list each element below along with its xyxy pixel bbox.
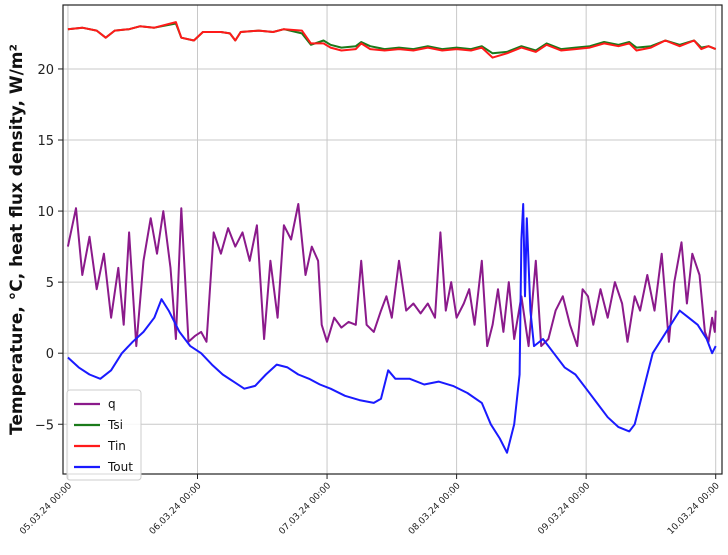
y-tick-label: 5 [46, 276, 54, 291]
grid [63, 5, 722, 474]
series-line-tout [67, 203, 717, 454]
y-axis-ticks: −5 0 5 10 15 20 [35, 63, 63, 433]
legend-label-tsi: Tsi [107, 418, 123, 432]
x-tick-label: 08.03.24 00:00 [407, 481, 463, 537]
x-tick-label: 10.03.24 00:00 [666, 481, 722, 537]
y-tick-label: 15 [37, 134, 54, 149]
y-tick-label: 20 [37, 63, 54, 78]
series-group [66, 21, 717, 454]
x-axis-ticks: 05.03.24 00:00 06.03.24 00:00 07.03.24 00:… [18, 474, 722, 537]
y-tick-label: 10 [37, 205, 54, 220]
legend-box [66, 389, 142, 481]
x-tick-label: 07.03.24 00:00 [277, 481, 333, 537]
series-line-tin [67, 21, 717, 59]
x-tick-label: 09.03.24 00:00 [536, 481, 592, 537]
plot-area-frame [62, 4, 723, 475]
x-tick-label: 05.03.24 00:00 [18, 481, 74, 537]
x-tick-label: 06.03.24 00:00 [148, 481, 204, 537]
legend-label-q: q [108, 397, 116, 411]
series-line-q [66, 203, 717, 348]
y-tick-label: −5 [35, 418, 54, 433]
legend-label-tin: Tin [107, 439, 126, 453]
y-axis-label: Temperature, °C, heat flux density, W/m² [7, 44, 27, 435]
y-tick-label: 0 [46, 347, 54, 362]
legend: q Tsi Tin Tout [66, 389, 142, 481]
legend-label-tout: Tout [107, 460, 133, 474]
